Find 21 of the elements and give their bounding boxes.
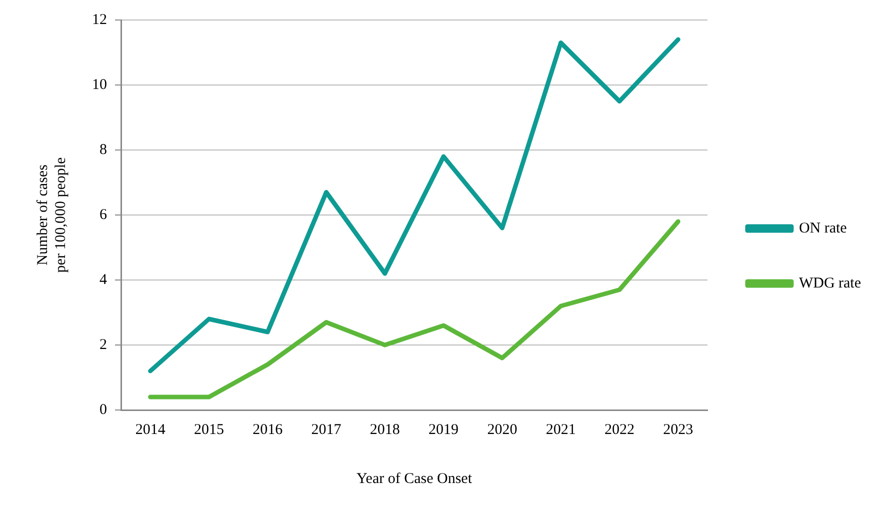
y-tick-label: 0: [100, 402, 107, 418]
x-tick-label: 2022: [604, 422, 634, 438]
x-tick-label: 2014: [135, 422, 166, 438]
y-axis-title: Number of cases per 100,000 people: [34, 156, 69, 273]
x-tick-label: 2019: [428, 422, 459, 438]
y-tick-label: 12: [92, 12, 107, 28]
legend-label: WDG rate: [798, 275, 862, 292]
x-tick-label: 2015: [194, 422, 224, 438]
y-tick-label: 6: [100, 206, 108, 223]
x-tick-label: 2016: [252, 422, 284, 438]
x-tick-label: 2021: [546, 422, 576, 438]
x-tick-label: 2018: [370, 422, 400, 438]
x-tick-label: 2020: [487, 422, 518, 438]
y-tick-label: 10: [92, 76, 107, 93]
y-tick-label: 2: [100, 336, 107, 353]
y-tick-label: 8: [100, 142, 107, 158]
x-axis-title: Year of Case Onset: [356, 470, 473, 487]
x-tick-label: 2023: [663, 422, 694, 438]
legend-label: ON rate: [798, 220, 848, 236]
x-tick-label: 2017: [311, 422, 342, 438]
y-tick-label: 4: [100, 272, 108, 288]
